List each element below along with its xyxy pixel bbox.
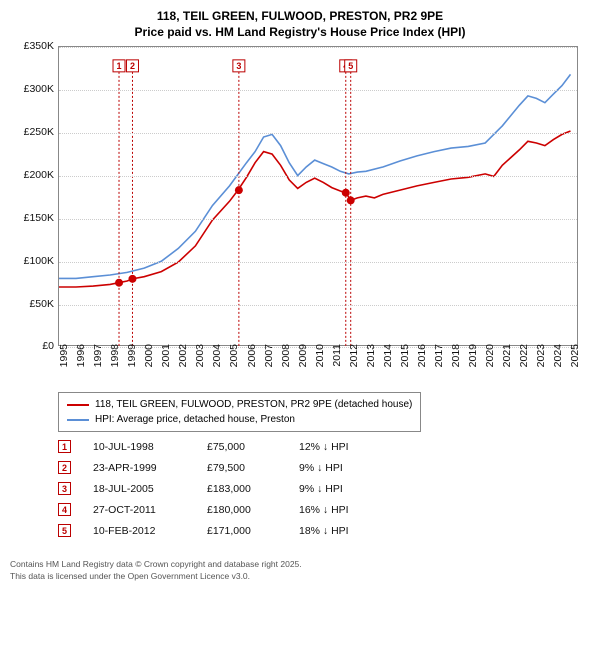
- x-tick-label: 2002: [177, 344, 189, 384]
- x-tick-label: 1995: [58, 344, 70, 384]
- x-tick-label: 2024: [552, 344, 564, 384]
- y-tick-label: £200K: [10, 169, 54, 181]
- x-tick-label: 2009: [297, 344, 309, 384]
- event-pct: 9% ↓ HPI: [299, 483, 389, 495]
- gridline-h: [59, 90, 577, 91]
- event-row: 1 10-JUL-1998 £75,000 12% ↓ HPI: [58, 440, 590, 453]
- legend-label: 118, TEIL GREEN, FULWOOD, PRESTON, PR2 9…: [95, 397, 412, 412]
- x-tick-label: 2005: [228, 344, 240, 384]
- sale-marker: [342, 189, 350, 197]
- x-tick-label: 1997: [92, 344, 104, 384]
- gridline-h: [59, 133, 577, 134]
- footer: Contains HM Land Registry data © Crown c…: [10, 559, 600, 582]
- event-flag-number: 5: [348, 61, 353, 71]
- x-tick-label: 2012: [348, 344, 360, 384]
- x-tick-label: 2001: [160, 344, 172, 384]
- x-tick-label: 2004: [211, 344, 223, 384]
- sale-marker: [235, 187, 243, 195]
- title-line1: 118, TEIL GREEN, FULWOOD, PRESTON, PR2 9…: [10, 8, 590, 24]
- y-tick-label: £100K: [10, 255, 54, 267]
- event-row: 3 18-JUL-2005 £183,000 9% ↓ HPI: [58, 482, 590, 495]
- event-price: £75,000: [207, 441, 277, 453]
- plot-svg: 12345: [59, 47, 579, 347]
- legend-row: 118, TEIL GREEN, FULWOOD, PRESTON, PR2 9…: [67, 397, 412, 412]
- event-date: 23-APR-1999: [93, 462, 185, 474]
- x-tick-label: 1999: [126, 344, 138, 384]
- event-flag-cell: 2: [58, 461, 71, 474]
- gridline-h: [59, 262, 577, 263]
- x-tick-label: 1996: [75, 344, 87, 384]
- x-tick-label: 2018: [450, 344, 462, 384]
- legend-row: HPI: Average price, detached house, Pres…: [67, 412, 412, 427]
- event-flag-cell: 4: [58, 503, 71, 516]
- x-tick-label: 2006: [246, 344, 258, 384]
- event-price: £183,000: [207, 483, 277, 495]
- gridline-h: [59, 219, 577, 220]
- x-tick-label: 2021: [501, 344, 513, 384]
- plot-region: 12345: [58, 46, 578, 346]
- y-tick-label: £0: [10, 340, 54, 352]
- event-date: 18-JUL-2005: [93, 483, 185, 495]
- x-tick-label: 2015: [399, 344, 411, 384]
- y-tick-label: £350K: [10, 40, 54, 52]
- event-date: 10-FEB-2012: [93, 525, 185, 537]
- y-tick-label: £250K: [10, 126, 54, 138]
- legend-label: HPI: Average price, detached house, Pres…: [95, 412, 295, 427]
- x-tick-label: 2010: [314, 344, 326, 384]
- x-tick-label: 2025: [569, 344, 581, 384]
- footer-line1: Contains HM Land Registry data © Crown c…: [10, 559, 600, 570]
- x-tick-label: 2003: [194, 344, 206, 384]
- event-pct: 12% ↓ HPI: [299, 441, 389, 453]
- event-date: 27-OCT-2011: [93, 504, 185, 516]
- event-flag-number: 2: [130, 61, 135, 71]
- event-row: 2 23-APR-1999 £79,500 9% ↓ HPI: [58, 461, 590, 474]
- series-property: [59, 131, 571, 287]
- x-tick-label: 2017: [433, 344, 445, 384]
- x-tick-label: 2020: [484, 344, 496, 384]
- footer-line2: This data is licensed under the Open Gov…: [10, 571, 600, 582]
- event-price: £180,000: [207, 504, 277, 516]
- sale-marker: [347, 197, 355, 205]
- event-row: 4 27-OCT-2011 £180,000 16% ↓ HPI: [58, 503, 590, 516]
- sale-marker: [128, 275, 136, 283]
- y-tick-label: £300K: [10, 83, 54, 95]
- x-tick-label: 1998: [109, 344, 121, 384]
- event-table: 1 10-JUL-1998 £75,000 12% ↓ HPI 2 23-APR-1999…: [58, 440, 590, 537]
- legend-swatch: [67, 419, 89, 421]
- event-price: £79,500: [207, 462, 277, 474]
- y-tick-label: £50K: [10, 298, 54, 310]
- chart-container: 118, TEIL GREEN, FULWOOD, PRESTON, PR2 9…: [0, 0, 600, 551]
- x-tick-label: 2007: [263, 344, 275, 384]
- event-row: 5 10-FEB-2012 £171,000 18% ↓ HPI: [58, 524, 590, 537]
- x-tick-label: 2019: [467, 344, 479, 384]
- legend-swatch: [67, 404, 89, 406]
- event-pct: 9% ↓ HPI: [299, 462, 389, 474]
- event-flag-number: 1: [117, 61, 122, 71]
- event-pct: 16% ↓ HPI: [299, 504, 389, 516]
- x-tick-label: 2008: [280, 344, 292, 384]
- chart-title-block: 118, TEIL GREEN, FULWOOD, PRESTON, PR2 9…: [10, 8, 590, 40]
- x-tick-label: 2013: [365, 344, 377, 384]
- gridline-h: [59, 305, 577, 306]
- legend: 118, TEIL GREEN, FULWOOD, PRESTON, PR2 9…: [58, 392, 421, 432]
- event-price: £171,000: [207, 525, 277, 537]
- x-tick-label: 2000: [143, 344, 155, 384]
- x-tick-label: 2014: [382, 344, 394, 384]
- gridline-h: [59, 176, 577, 177]
- x-tick-label: 2023: [535, 344, 547, 384]
- gridline-h: [59, 47, 577, 48]
- y-tick-label: £150K: [10, 212, 54, 224]
- x-tick-label: 2016: [416, 344, 428, 384]
- x-tick-label: 2022: [518, 344, 530, 384]
- event-date: 10-JUL-1998: [93, 441, 185, 453]
- x-tick-label: 2011: [331, 344, 343, 384]
- event-flag-cell: 1: [58, 440, 71, 453]
- title-line2: Price paid vs. HM Land Registry's House …: [10, 24, 590, 40]
- sale-marker: [115, 279, 123, 287]
- event-flag-number: 3: [236, 61, 241, 71]
- event-pct: 18% ↓ HPI: [299, 525, 389, 537]
- chart-area: £0£50K£100K£150K£200K£250K£300K£350K 123…: [10, 46, 590, 386]
- event-flag-cell: 5: [58, 524, 71, 537]
- event-flag-cell: 3: [58, 482, 71, 495]
